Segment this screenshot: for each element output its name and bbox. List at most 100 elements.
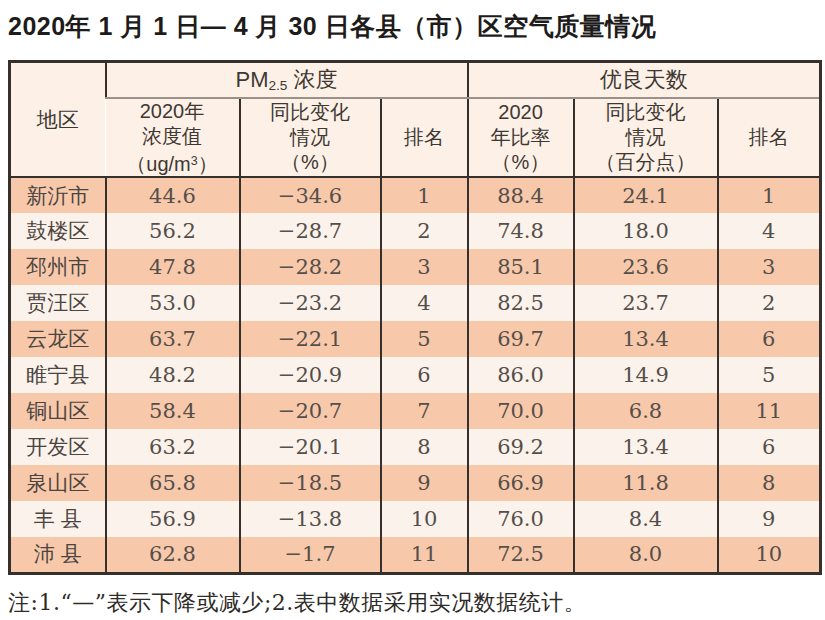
good-rank-cell: 5 xyxy=(718,357,821,393)
pm-change-cell: −28.7 xyxy=(240,213,381,249)
header-good-rate: 2020 年比率 （%） xyxy=(468,98,574,178)
pm-value-cell: 62.8 xyxy=(106,537,240,573)
pm-label-suffix: 浓度 xyxy=(287,67,337,92)
header-line: 2020年 xyxy=(106,99,239,124)
region-cell: 泉山区 xyxy=(10,465,106,501)
good-rate-cell: 69.2 xyxy=(468,429,574,465)
header-line: 情况 xyxy=(575,125,717,150)
good-rank-cell: 1 xyxy=(718,177,821,213)
good-change-cell: 13.4 xyxy=(574,321,718,357)
pm-change-cell: −20.1 xyxy=(240,429,381,465)
page: 2020年 1 月 1 日— 4 月 30 日各县（市）区空气质量情况 地区 P… xyxy=(0,0,825,618)
header-line: 年比率 xyxy=(469,125,573,150)
good-rank-cell: 3 xyxy=(718,249,821,285)
header-line: 同比变化 xyxy=(575,100,717,125)
pm-value-cell: 56.2 xyxy=(106,213,240,249)
unit-suffix: ） xyxy=(198,152,218,174)
region-cell: 沛 县 xyxy=(10,537,106,573)
pm-rank-cell: 5 xyxy=(381,321,468,357)
pm-value-cell: 65.8 xyxy=(106,465,240,501)
region-cell: 新沂市 xyxy=(10,177,106,213)
pm-change-cell: −23.2 xyxy=(240,285,381,321)
region-cell: 邳州市 xyxy=(10,249,106,285)
header-region: 地区 xyxy=(10,62,106,178)
good-change-cell: 24.1 xyxy=(574,177,718,213)
good-rate-cell: 66.9 xyxy=(468,465,574,501)
good-change-cell: 13.4 xyxy=(574,429,718,465)
header-pm-value: 2020年 浓度值 （ug/m3） xyxy=(106,98,240,178)
good-change-cell: 8.0 xyxy=(574,537,718,573)
pm-change-cell: −13.8 xyxy=(240,501,381,537)
good-change-cell: 14.9 xyxy=(574,357,718,393)
good-rank-cell: 10 xyxy=(718,537,821,573)
table-row: 鼓楼区 56.2 −28.7 2 74.8 18.0 4 xyxy=(10,213,821,249)
good-rank-cell: 11 xyxy=(718,393,821,429)
pm-rank-cell: 3 xyxy=(381,249,468,285)
header-unit-line: （ug/m3） xyxy=(106,149,239,177)
air-quality-table: 地区 PM2.5 浓度 优良天数 2020年 浓度值 （ug/m3） 同比变化 … xyxy=(8,60,822,575)
pm-rank-cell: 11 xyxy=(381,537,468,573)
footnote: 注:1.“—”表示下降或减少;2.表中数据采用实况数据统计。 xyxy=(8,588,819,618)
table-row: 云龙区 63.7 −22.1 5 69.7 13.4 6 xyxy=(10,321,821,357)
good-rate-cell: 70.0 xyxy=(468,393,574,429)
good-rate-cell: 69.7 xyxy=(468,321,574,357)
pm-value-cell: 63.2 xyxy=(106,429,240,465)
table-row: 睢宁县 48.2 −20.9 6 86.0 14.9 5 xyxy=(10,357,821,393)
pm-change-cell: −20.7 xyxy=(240,393,381,429)
pm-rank-cell: 4 xyxy=(381,285,468,321)
good-change-cell: 23.7 xyxy=(574,285,718,321)
pm-value-cell: 47.8 xyxy=(106,249,240,285)
good-rate-cell: 88.4 xyxy=(468,177,574,213)
header-pm-rank: 排名 xyxy=(381,98,468,178)
pm-value-cell: 58.4 xyxy=(106,393,240,429)
table-row: 铜山区 58.4 −20.7 7 70.0 6.8 11 xyxy=(10,393,821,429)
table-body: 新沂市 44.6 −34.6 1 88.4 24.1 1 鼓楼区 56.2 −2… xyxy=(10,177,821,573)
pm-value-cell: 48.2 xyxy=(106,357,240,393)
good-change-cell: 6.8 xyxy=(574,393,718,429)
pm-label: PM xyxy=(235,67,268,92)
header-pm-change: 同比变化 情况 （%） xyxy=(240,98,381,178)
header-line: （百分点） xyxy=(575,150,717,175)
good-rank-cell: 4 xyxy=(718,213,821,249)
table-header: 地区 PM2.5 浓度 优良天数 2020年 浓度值 （ug/m3） 同比变化 … xyxy=(10,62,821,178)
good-rank-cell: 6 xyxy=(718,429,821,465)
pm-value-cell: 44.6 xyxy=(106,177,240,213)
table-row: 泉山区 65.8 −18.5 9 66.9 11.8 8 xyxy=(10,465,821,501)
good-change-cell: 11.8 xyxy=(574,465,718,501)
pm-value-cell: 56.9 xyxy=(106,501,240,537)
pm-rank-cell: 7 xyxy=(381,393,468,429)
region-cell: 丰 县 xyxy=(10,501,106,537)
region-cell: 铜山区 xyxy=(10,393,106,429)
table-row: 新沂市 44.6 −34.6 1 88.4 24.1 1 xyxy=(10,177,821,213)
good-rate-cell: 72.5 xyxy=(468,537,574,573)
pm-change-cell: −28.2 xyxy=(240,249,381,285)
header-good-group: 优良天数 xyxy=(468,62,821,98)
good-change-cell: 8.4 xyxy=(574,501,718,537)
pm-subscript: 2.5 xyxy=(268,78,287,93)
header-group-row: 地区 PM2.5 浓度 优良天数 xyxy=(10,62,821,98)
header-line: 浓度值 xyxy=(106,124,239,149)
header-pm-group: PM2.5 浓度 xyxy=(106,62,468,98)
region-cell: 云龙区 xyxy=(10,321,106,357)
table-row: 开发区 63.2 −20.1 8 69.2 13.4 6 xyxy=(10,429,821,465)
good-rank-cell: 9 xyxy=(718,501,821,537)
unit-prefix: （ug/m xyxy=(126,152,190,174)
pm-value-cell: 63.7 xyxy=(106,321,240,357)
good-rank-cell: 8 xyxy=(718,465,821,501)
table-row: 丰 县 56.9 −13.8 10 76.0 8.4 9 xyxy=(10,501,821,537)
region-cell: 开发区 xyxy=(10,429,106,465)
pm-change-cell: −20.9 xyxy=(240,357,381,393)
page-title: 2020年 1 月 1 日— 4 月 30 日各县（市）区空气质量情况 xyxy=(8,10,819,43)
table-row: 沛 县 62.8 −1.7 11 72.5 8.0 10 xyxy=(10,537,821,573)
pm-change-cell: −22.1 xyxy=(240,321,381,357)
unit-superscript: 3 xyxy=(191,154,198,168)
header-sub-row: 2020年 浓度值 （ug/m3） 同比变化 情况 （%） 排名 2020 年比… xyxy=(10,98,821,178)
good-rank-cell: 6 xyxy=(718,321,821,357)
header-line: 同比变化 xyxy=(241,100,380,125)
pm-rank-cell: 6 xyxy=(381,357,468,393)
region-cell: 睢宁县 xyxy=(10,357,106,393)
region-cell: 鼓楼区 xyxy=(10,213,106,249)
header-good-change: 同比变化 情况 （百分点） xyxy=(574,98,718,178)
pm-rank-cell: 10 xyxy=(381,501,468,537)
region-cell: 贾汪区 xyxy=(10,285,106,321)
